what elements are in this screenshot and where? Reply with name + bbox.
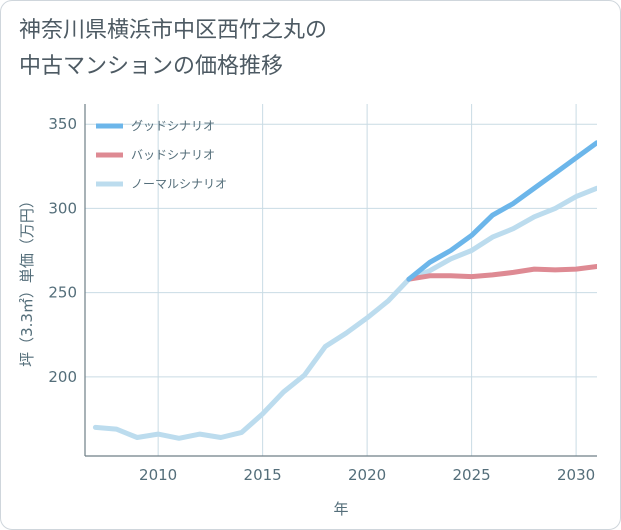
x-tick-label-2030: 2030: [557, 466, 595, 484]
axes: [84, 104, 597, 457]
legend-item-2[interactable]: ノーマルシナリオ: [96, 177, 227, 191]
tick-labels: 200 250 300 350 2010 2015 2020 2025 2030: [48, 115, 595, 484]
y-tick-label-200: 200: [48, 368, 77, 386]
x-tick-label-2020: 2020: [348, 466, 386, 484]
legend-label-2: ノーマルシナリオ: [131, 177, 227, 191]
y-tick-label-300: 300: [48, 199, 77, 217]
series-line-0: [406, 140, 597, 282]
legend-label-0: グッドシナリオ: [131, 119, 215, 133]
x-tick-label-2025: 2025: [453, 466, 491, 484]
legend-label-1: バッドシナリオ: [131, 148, 215, 162]
chart-title: 神奈川県横浜市中区西竹之丸の 中古マンションの価格推移: [19, 18, 328, 79]
grid-lines: [85, 104, 597, 456]
y-tick-label-250: 250: [48, 284, 77, 302]
y-axis-label: 坪（3.3㎡）単価（万円）: [18, 193, 36, 367]
series-line-2: [92, 185, 597, 441]
series-line-1: [406, 264, 597, 282]
legend-item-1[interactable]: バッドシナリオ: [96, 148, 215, 162]
y-tick-label-350: 350: [48, 115, 77, 133]
x-tick-label-2015: 2015: [244, 466, 282, 484]
x-tick-label-2010: 2010: [139, 466, 177, 484]
x-axis-label: 年: [333, 500, 348, 518]
legend-item-0[interactable]: グッドシナリオ: [96, 119, 215, 133]
series-lines: [92, 140, 597, 441]
